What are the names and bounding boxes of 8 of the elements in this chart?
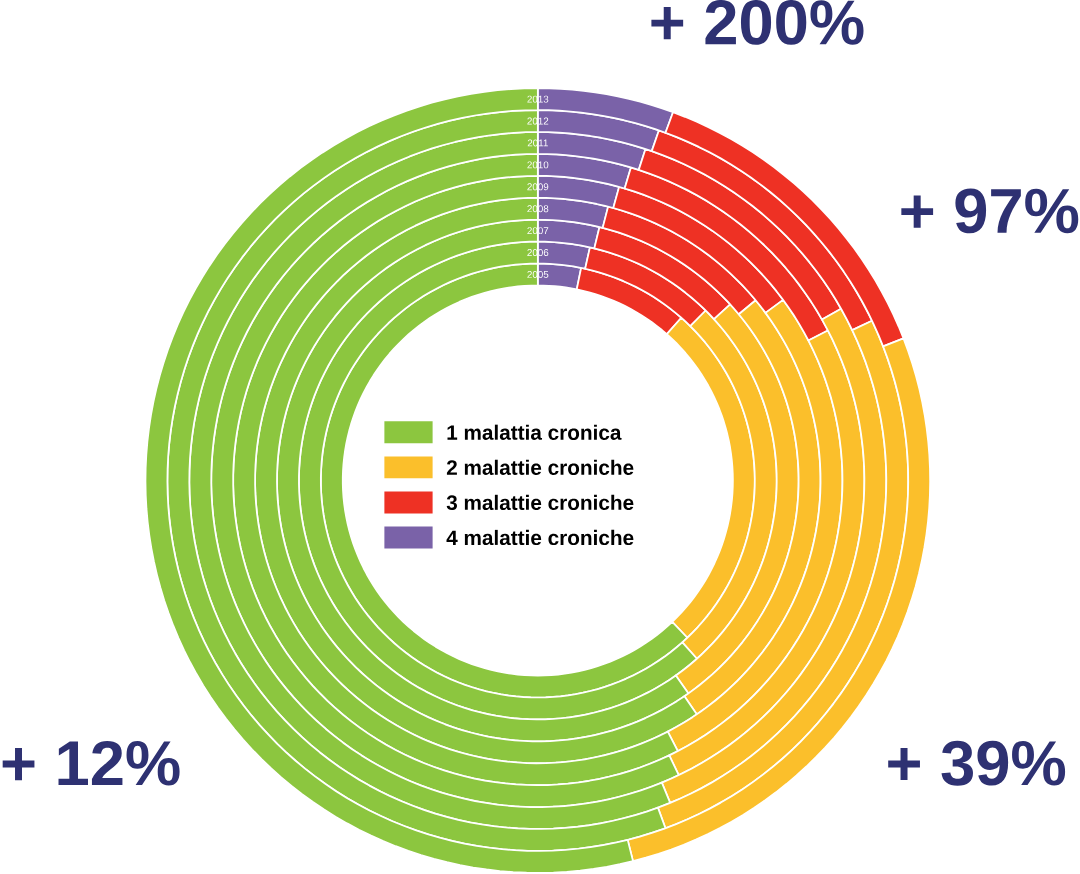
text: + 39% [888, 740, 1066, 786]
legend-label: 2 malattie croniche [446, 459, 634, 476]
text: + 12% [2, 741, 180, 786]
legend-label: 4 malattie croniche [446, 530, 634, 546]
text: + 200% [651, 0, 864, 45]
legend-label: 3 malattie croniche [446, 494, 634, 511]
legend-label: 1 malattia cronica [447, 424, 622, 441]
text: + 97% [901, 188, 1079, 234]
